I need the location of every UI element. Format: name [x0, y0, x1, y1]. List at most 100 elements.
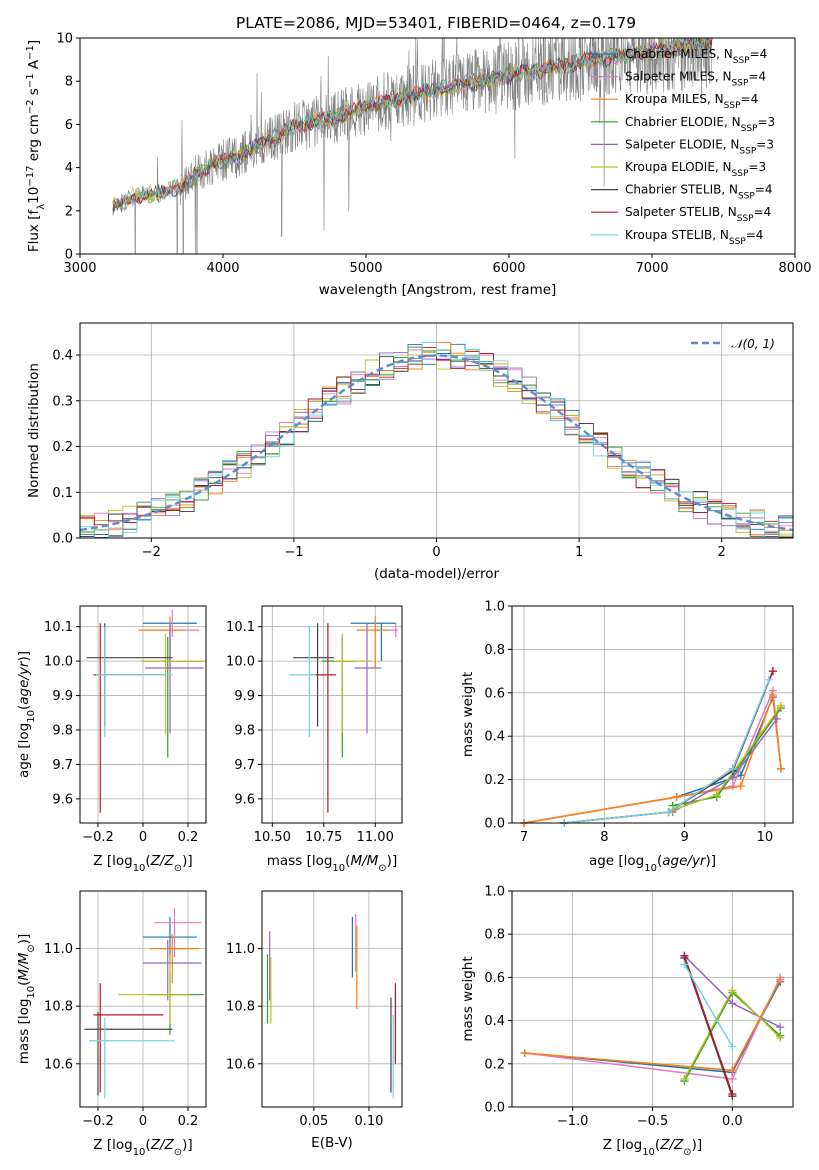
plot-frame	[79, 605, 207, 824]
mass-weight-marker	[728, 1090, 737, 1099]
y-tick-label: 0.6	[484, 686, 505, 701]
x-tick-label: 10.50	[254, 830, 291, 845]
x-axis-label: Z [log10(Z/Z⊙)]	[93, 1137, 192, 1158]
mass-weight-marker	[520, 1049, 529, 1057]
x-tick-label: −0.2	[82, 1114, 114, 1129]
x-tick-label: 11.00	[357, 830, 394, 845]
mass-weight-marker	[776, 975, 785, 984]
y-tick-label: 0.4	[52, 349, 73, 364]
mass-weight-marker	[728, 986, 737, 995]
y-tick-label: 0.6	[484, 971, 505, 986]
legend-entry: Salpeter MILES, NSSP=4	[625, 70, 766, 89]
y-tick-label: 2	[65, 204, 73, 219]
x-tick-label: −2	[142, 545, 161, 560]
y-tick-label: 0.8	[484, 643, 505, 658]
plot-frame	[79, 322, 794, 539]
errorbar-point	[288, 626, 316, 737]
x-tick-label: 5000	[349, 261, 382, 276]
x-axis-label: mass [log10(M/M⊙)]	[267, 853, 397, 874]
panel-mw_vs_Z: −1.0 −0.5 0.0 0.0 0.2 0.4 0.6 0.8 1.0 Z [log10(Z/…	[460, 885, 794, 1158]
x-tick-label: 8	[600, 830, 608, 845]
legend-entry: Kroupa ELODIE, NSSP=3	[625, 160, 766, 179]
x-tick-label: 0.05	[299, 1114, 328, 1129]
y-tick-label: 0.0	[484, 817, 505, 832]
mass-weight-marker	[776, 1023, 785, 1032]
y-tick-label: 10.6	[226, 1057, 255, 1072]
y-axis-label: age [log10(age/yr)]	[16, 651, 37, 778]
y-tick-label: 0.2	[484, 1057, 505, 1072]
mass-weight-marker	[664, 808, 673, 817]
legend-entry: Salpeter STELIB, NSSP=4	[625, 205, 771, 224]
y-tick-label: 0.4	[484, 1014, 505, 1029]
y-axis-label: Normed distribution	[26, 363, 42, 498]
y-tick-label: 11.0	[226, 942, 255, 957]
y-tick-label: 0.3	[52, 394, 73, 409]
mass-weight-marker	[728, 764, 737, 773]
mass-weight-marker	[728, 1042, 737, 1051]
y-tick-label: 10.8	[226, 1000, 255, 1015]
x-axis-label: E(B-V)	[311, 1135, 353, 1151]
y-tick-label: 10.0	[226, 655, 255, 670]
mass-weight-line	[683, 964, 733, 1047]
errorbar-point	[143, 939, 202, 1001]
x-axis-label: (data-model)/error	[374, 566, 500, 582]
mass-weight-marker	[776, 701, 785, 710]
plot-frame	[261, 605, 403, 824]
mass-weight-marker	[672, 792, 681, 801]
plot-frame	[511, 605, 794, 824]
errorbar-point	[140, 633, 206, 734]
y-tick-label: 6	[65, 118, 73, 133]
y-tick-label: 9.6	[234, 792, 255, 807]
errorbar-point	[149, 934, 200, 984]
y-tick-label: 0.8	[484, 928, 505, 943]
x-tick-label: 0	[432, 545, 440, 560]
x-tick-label: −0.5	[637, 1114, 669, 1129]
x-tick-label: 4000	[206, 261, 239, 276]
y-axis-label: mass weight	[460, 672, 476, 757]
x-tick-label: 0.2	[178, 1114, 199, 1129]
panel-mass_vs_Z: −0.2 0 0.2 10.6 10.8 11.0 Z [log10(Z/Z⊙)] mass …	[16, 890, 207, 1158]
normal-reference-curve	[79, 354, 794, 532]
mass-weight-marker	[772, 714, 781, 723]
x-tick-label: 7	[520, 830, 528, 845]
x-axis-label: age [log10(age/yr)]	[589, 853, 716, 874]
mass-weight-marker	[680, 951, 689, 960]
y-tick-label: 0.2	[484, 773, 505, 788]
mass-weight-marker	[736, 782, 745, 791]
x-tick-label: 0.2	[178, 830, 199, 845]
legend-entry: Kroupa MILES, NSSP=4	[625, 92, 758, 111]
y-axis-label: mass [log10(M/M⊙)]	[16, 934, 37, 1064]
legend-entry: Chabrier ELODIE, NSSP=3	[625, 115, 775, 134]
mass-weight-marker	[728, 782, 737, 791]
y-tick-label: 10.1	[44, 620, 73, 635]
panel-age_vs_Z: −0.2 0 0.2 9.6 9.7 9.8 9.9 10.0 10.1 Z [log10(Z/Z…	[16, 605, 207, 874]
mass-weight-marker	[776, 764, 785, 773]
histogram-step	[79, 342, 793, 539]
x-axis-label: wavelength [Angstrom, rest frame]	[319, 282, 557, 298]
mass-weight-marker	[680, 960, 689, 969]
x-tick-label: 0	[139, 1114, 147, 1129]
mass-weight-marker	[728, 1074, 737, 1083]
errorbar-point	[118, 954, 191, 1024]
x-tick-label: 10	[757, 830, 774, 845]
panel-residuals: −2 −1 0 1 2 0.0 0.1 0.2 0.3 0.4 𝒩(0, 1) (data-model…	[26, 322, 794, 582]
panel-mass_vs_ebv: 0.05 0.10 10.6 10.8 11.0 E(B-V)	[226, 890, 403, 1151]
plot-frame	[261, 890, 403, 1108]
y-tick-label: 10	[56, 32, 73, 47]
y-tick-label: 0.0	[484, 1101, 505, 1116]
x-tick-label: 0.10	[354, 1114, 383, 1129]
x-tick-label: 2	[718, 545, 726, 560]
x-tick-label: 6000	[492, 261, 525, 276]
y-tick-label: 10.1	[226, 620, 255, 635]
y-tick-label: 11.0	[44, 942, 73, 957]
legend-entry: Salpeter ELODIE, NSSP=3	[625, 137, 774, 156]
panel-age_vs_mass: 10.50 10.75 11.00 9.6 9.7 9.8 9.9 10.0 10.1 mass …	[226, 605, 403, 874]
errorbar-point	[89, 1017, 175, 1099]
y-tick-label: 0.0	[52, 532, 73, 547]
mass-weight-marker	[768, 690, 777, 699]
y-tick-label: 9.7	[234, 758, 255, 773]
y-tick-label: 1.0	[484, 600, 505, 615]
y-tick-label: 9.7	[52, 758, 73, 773]
legend-entry: Kroupa STELIB, NSSP=4	[625, 228, 763, 247]
legend-entry: Chabrier MILES, NSSP=4	[625, 47, 767, 66]
